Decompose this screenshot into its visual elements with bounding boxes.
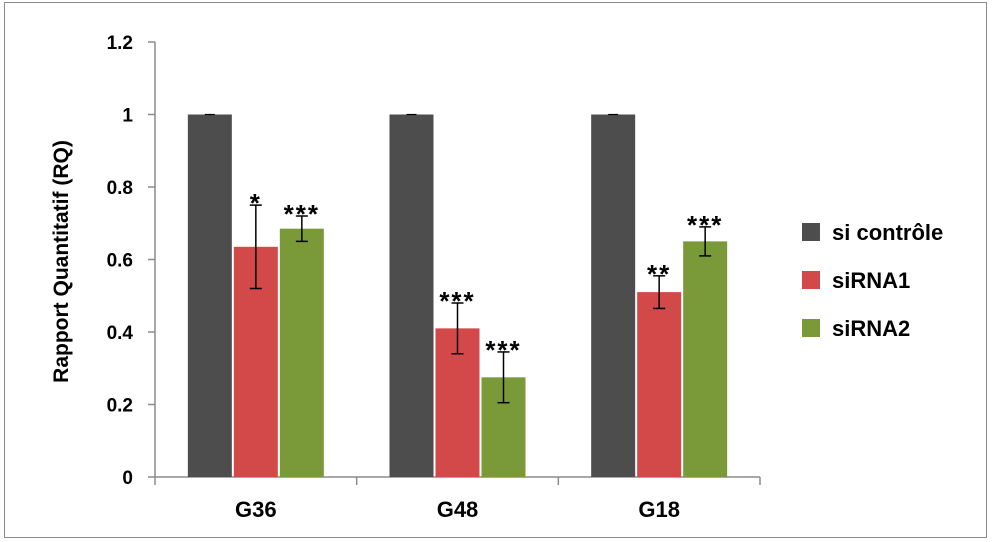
legend-swatch (802, 271, 820, 289)
y-tick-label: 0.4 (107, 323, 134, 344)
x-tick-label: G48 (437, 497, 479, 522)
y-tick-label: 0.6 (107, 251, 133, 272)
bar (279, 228, 324, 477)
bar (637, 292, 682, 477)
y-tick-label: 1 (122, 106, 133, 127)
y-axis-title: Rapport Quantitatif (RQ) (50, 140, 73, 383)
significance-label: *** (687, 210, 723, 240)
legend-label: siRNA2 (832, 316, 910, 341)
bar (591, 114, 636, 477)
bar (187, 114, 232, 477)
significance-label: *** (284, 199, 320, 229)
significance-label: *** (439, 286, 475, 316)
x-tick-label: G18 (638, 497, 680, 522)
legend-label: siRNA1 (832, 268, 910, 293)
legend-swatch (802, 223, 820, 241)
bar (683, 241, 728, 477)
significance-label: * (250, 188, 262, 218)
significance-label: ** (647, 259, 671, 289)
legend-swatch (802, 319, 820, 337)
y-tick-label: 0.8 (107, 178, 133, 199)
legend-label: si contrôle (832, 220, 943, 245)
bar (389, 114, 434, 477)
x-tick-label: G36 (235, 497, 277, 522)
significance-label: *** (485, 335, 521, 365)
y-tick-label: 1.2 (107, 33, 133, 54)
y-tick-label: 0 (122, 468, 133, 489)
y-tick-label: 0.2 (107, 396, 133, 417)
